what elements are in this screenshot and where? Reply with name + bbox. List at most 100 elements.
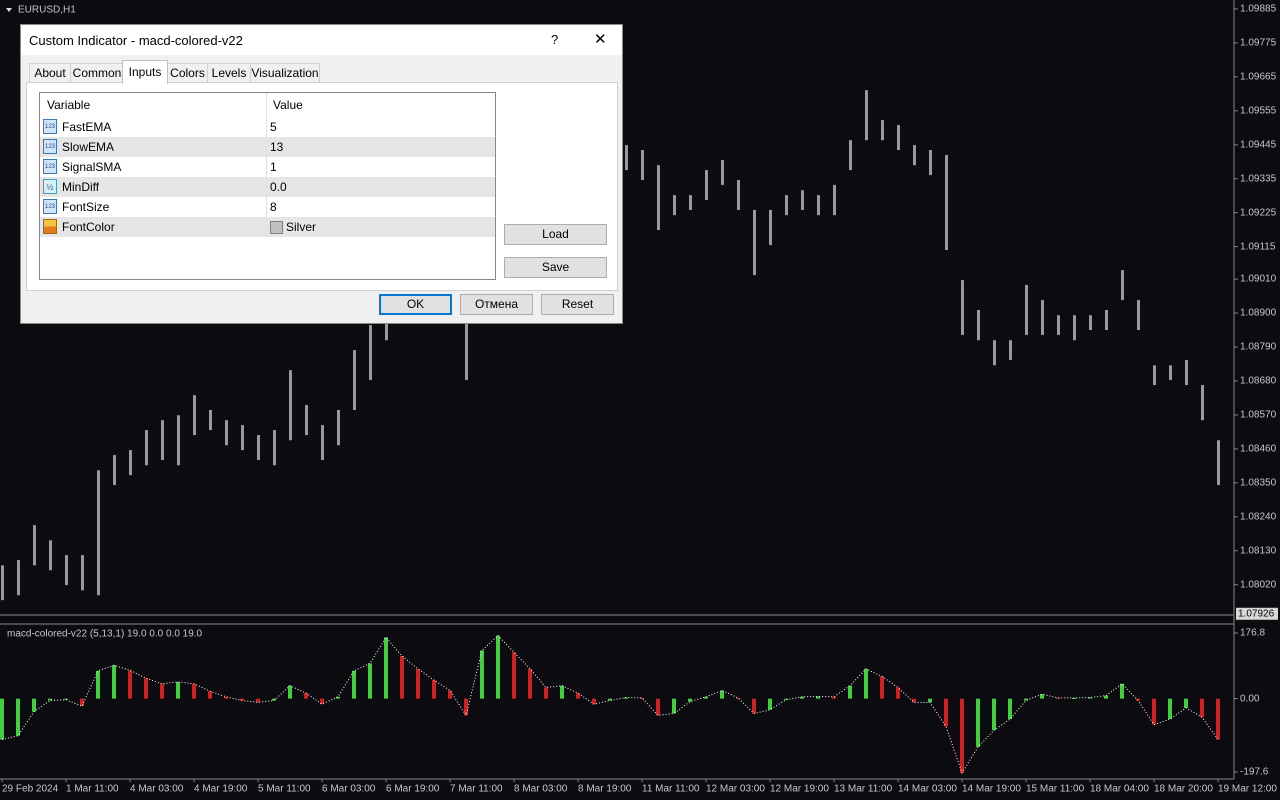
price-bar [1089,315,1092,331]
histogram-bar [736,697,740,699]
price-bar [705,170,708,201]
tab[interactable]: Common [70,63,124,83]
histogram-bar [256,698,260,703]
title-bar [21,25,622,55]
input-row[interactable]: 123 SlowEMA 13 [40,137,495,157]
input-row[interactable]: ½ MinDiff 0.0 [40,177,495,197]
histogram-bar [832,696,836,699]
histogram-bar [320,698,324,705]
histogram-bar [576,693,580,699]
save-button[interactable]: Save [504,257,607,278]
histogram-bar [272,698,276,701]
histogram-bar [128,670,132,699]
price-bar [17,560,20,596]
price-bar [81,555,84,591]
histogram-bar [16,698,20,736]
price-bar [1,565,4,601]
tab[interactable]: About [29,63,71,83]
price-bar [753,209,756,276]
histogram-bar [864,668,868,699]
price-bar [737,179,740,210]
ok-button[interactable]: OK [379,294,452,315]
column-header[interactable]: Value [273,98,303,112]
help-button[interactable]: ? [551,32,559,47]
histogram-bar [304,693,308,699]
price-bar [1041,300,1044,335]
tab-active[interactable]: Inputs [122,60,168,84]
histogram-bar [688,698,692,702]
y-tick-label: 1.09010 [1240,274,1277,285]
last-price-box [1236,607,1278,620]
indicator-label: macd-colored-v22 (5,13,1) 19.0 0.0 0.0 1… [7,629,203,640]
price-bar [305,405,308,436]
variable-value[interactable]: 1 [270,160,277,174]
price-bar [257,435,260,461]
input-row[interactable]: FontColor Silver [40,217,495,237]
variable-name: SignalSMA [62,160,122,174]
histogram-bar [560,685,564,699]
symbol-menu-icon[interactable] [6,8,12,12]
variable-value[interactable]: 13 [270,140,284,154]
histogram-bar [944,698,948,727]
histogram-bar [624,697,628,699]
tab[interactable]: Colors [167,63,208,83]
histogram-bar [800,696,804,699]
price-bar [209,410,212,431]
input-row[interactable]: 123 FastEMA 5 [40,117,495,137]
price-bar [321,425,324,461]
last-price-label: 1.07926 [1238,608,1275,619]
histogram-bar [656,698,660,716]
tab[interactable]: Visualization [250,63,320,83]
tab[interactable]: Levels [207,63,251,83]
x-tick-label: 8 Mar 19:00 [578,784,632,795]
variable-name: FontSize [62,200,110,214]
variable-value[interactable]: 8 [270,200,277,214]
variable-value[interactable]: 0.0 [270,180,287,194]
price-bar [993,340,996,366]
price-bar [641,150,644,180]
price-bar [817,195,820,216]
histogram-bar [816,696,820,699]
price-bar [1105,309,1108,331]
y-tick-label: 1.09775 [1240,38,1277,49]
color-swatch [270,221,283,234]
int-icon: 123 [43,139,57,154]
input-row[interactable]: 123 FontSize 8 [40,197,495,217]
price-bar [625,145,628,171]
histogram-bar [992,698,996,731]
histogram-bar [464,698,468,716]
reset-button[interactable]: Reset [541,294,614,315]
x-tick-label: 6 Mar 19:00 [386,784,440,795]
load-button[interactable]: Load [504,224,607,245]
y-tick-label: 1.09335 [1240,173,1277,184]
column-divider [266,93,267,117]
signal-line [1,634,1219,775]
histogram-bar [1200,698,1204,718]
x-tick-label: 13 Mar 11:00 [834,784,893,795]
y-tick-label: 1.09885 [1240,4,1277,15]
x-tick-label: 4 Mar 03:00 [130,784,184,795]
price-bar [865,90,868,141]
price-bar [1169,365,1172,381]
price-bar [289,370,292,441]
y-tick-label: 176.8 [1240,628,1265,639]
variable-value[interactable]: 5 [270,120,277,134]
histogram-bar [784,698,788,700]
y-tick-label: 1.09445 [1240,139,1277,150]
histogram-bar [1008,698,1012,720]
close-button[interactable]: ✕ [594,31,607,48]
histogram-bar [368,663,372,699]
histogram-bar [192,683,196,699]
histogram-bar [448,690,452,699]
histogram-bar [672,698,676,714]
histogram-bar [912,698,916,703]
x-tick-label: 11 Mar 11:00 [642,784,700,795]
price-bar [849,140,852,171]
price-bar [337,410,340,446]
x-tick-label: 6 Mar 03:00 [322,784,376,795]
column-header[interactable]: Variable [47,98,91,112]
variable-value[interactable]: Silver [286,220,317,234]
cancel-button[interactable]: Отмена [460,294,533,315]
input-row[interactable]: 123 SignalSMA 1 [40,157,495,177]
